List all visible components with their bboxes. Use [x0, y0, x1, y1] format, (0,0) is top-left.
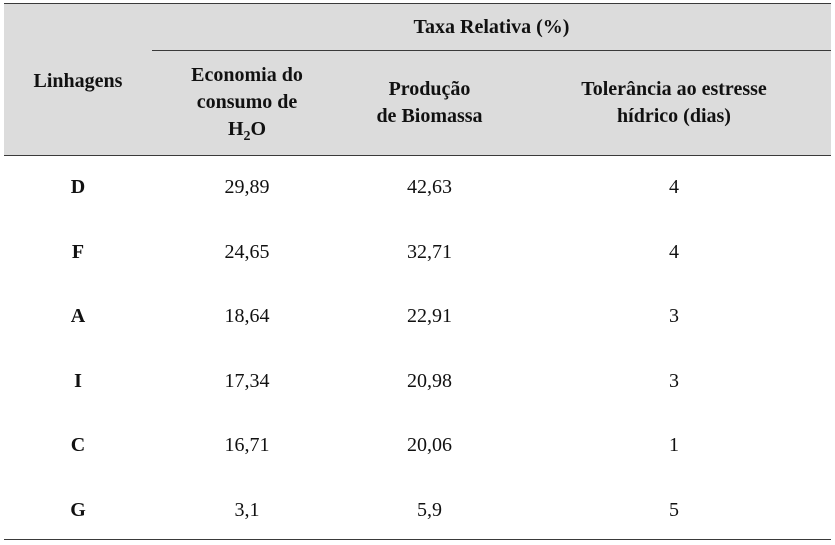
- cell-water-economy: 17,34: [224, 369, 270, 392]
- column-header-lineage: Linhagens: [33, 70, 123, 92]
- table-row: I 17,34 20,98 3: [4, 349, 831, 413]
- column-header-tolerance: Tolerância ao estresse hídrico (dias): [517, 76, 831, 130]
- table-row: C 16,71 20,06 1: [4, 413, 831, 477]
- cell-lineage: G: [70, 498, 86, 521]
- cell-lineage: A: [70, 305, 86, 327]
- cell-biomass: 20,98: [407, 369, 452, 392]
- cell-tolerance: 3: [669, 305, 679, 327]
- cell-tolerance: 5: [669, 498, 679, 521]
- cell-lineage: C: [70, 434, 86, 456]
- cell-tolerance: 1: [669, 434, 679, 456]
- cell-water-economy: 29,89: [224, 176, 270, 198]
- cell-biomass: 5,9: [417, 498, 442, 521]
- water-header-line3: H2O: [152, 116, 342, 144]
- cell-lineage: D: [70, 176, 86, 198]
- cell-water-economy: 18,64: [224, 305, 270, 327]
- biomass-header-line1: Produção: [388, 78, 471, 100]
- cell-tolerance: 4: [669, 240, 679, 263]
- data-table: Taxa Relativa (%) Linhagens Economia do …: [4, 3, 831, 541]
- tolerance-header-line2: hídrico (dias): [617, 105, 731, 127]
- cell-biomass: 32,71: [407, 240, 452, 263]
- cell-water-economy: 16,71: [224, 434, 270, 456]
- column-header-water-economy: Economia do consumo de H2O: [152, 62, 342, 144]
- cell-lineage: I: [74, 369, 82, 392]
- tolerance-header-line1: Tolerância ao estresse: [581, 78, 767, 100]
- group-header-rule: [152, 50, 831, 51]
- table-row: D 29,89 42,63 4: [4, 155, 831, 219]
- water-formula-subscript: 2: [243, 129, 251, 144]
- cell-water-economy: 3,1: [234, 498, 260, 521]
- water-header-line2: consumo de: [196, 91, 298, 113]
- table-header: Taxa Relativa (%) Linhagens Economia do …: [4, 3, 831, 156]
- water-formula-o: O: [250, 118, 267, 140]
- column-header-biomass: Produção de Biomassa: [342, 76, 517, 130]
- biomass-header-line2: de Biomassa: [376, 105, 483, 127]
- cell-biomass: 42,63: [407, 176, 452, 198]
- water-header-line1: Economia do: [191, 64, 303, 86]
- cell-tolerance: 3: [669, 369, 679, 392]
- cell-tolerance: 4: [669, 176, 679, 198]
- group-header: Taxa Relativa (%): [413, 16, 570, 38]
- cell-biomass: 22,91: [407, 305, 452, 327]
- table-row: G 3,1 5,9 5: [4, 478, 831, 542]
- table-row: A 18,64 22,91 3: [4, 284, 831, 348]
- water-formula-h: H: [227, 118, 244, 140]
- cell-lineage: F: [71, 240, 85, 263]
- table-bottom-rule: [4, 539, 831, 540]
- cell-water-economy: 24,65: [224, 240, 270, 263]
- table-row: F 24,65 32,71 4: [4, 220, 831, 284]
- cell-biomass: 20,06: [407, 434, 452, 456]
